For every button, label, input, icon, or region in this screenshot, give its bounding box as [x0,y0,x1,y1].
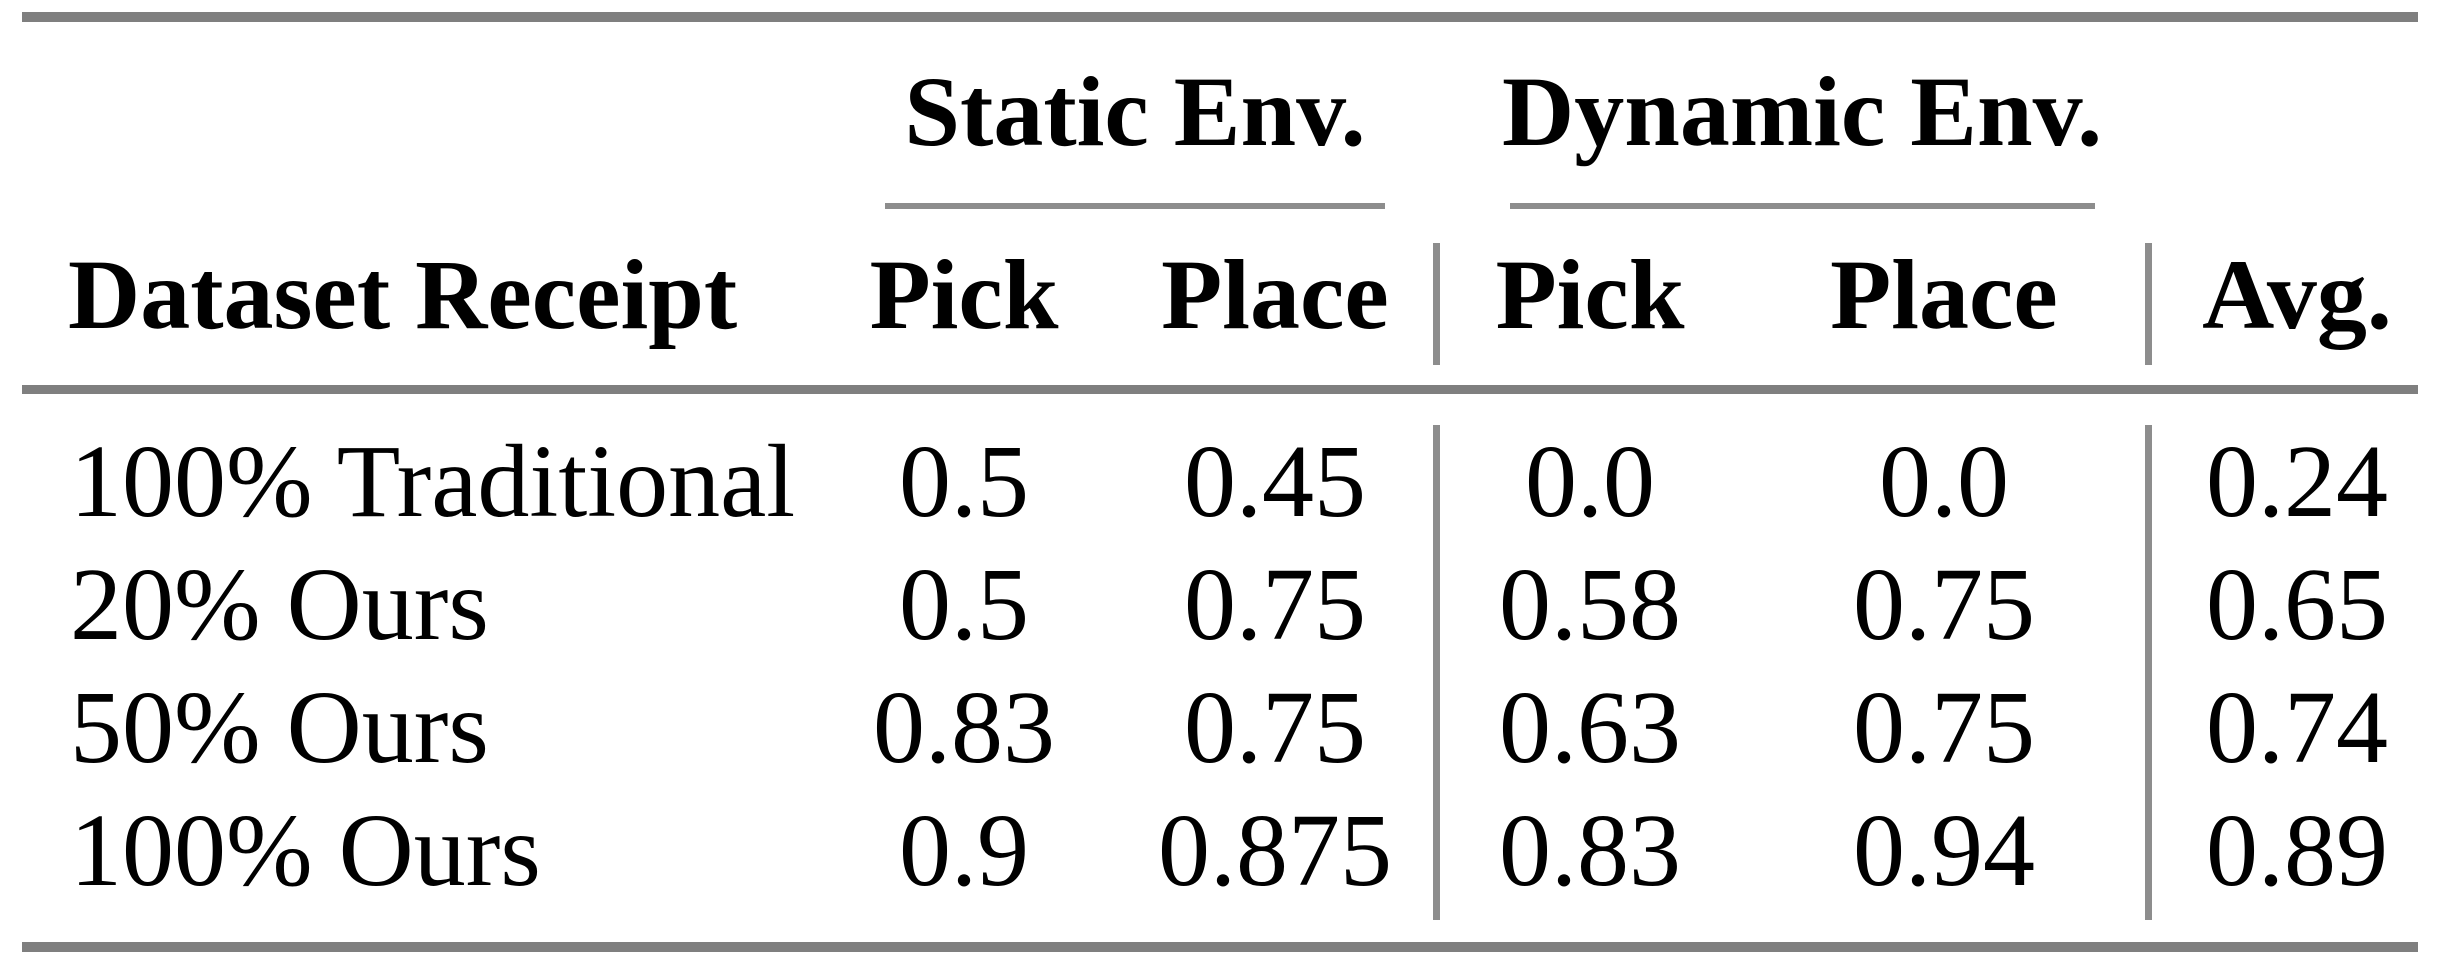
top-rule [22,12,2418,22]
cell-static-pick: 0.5 [899,547,1029,662]
dynamic-env-underline [1510,203,2095,209]
header-dataset-receipt: Dataset Receipt [68,239,738,350]
mid-rule [22,385,2418,394]
cell-avg: 0.24 [2206,424,2388,539]
body-vertical-separator-2 [2145,425,2152,920]
header-vertical-separator-2 [2145,243,2152,365]
cell-dynamic-pick: 0.83 [1499,793,1681,908]
header-static-place: Place [1161,239,1389,350]
cell-avg: 0.74 [2206,670,2388,785]
cell-dynamic-pick: 0.58 [1499,547,1681,662]
cell-static-pick: 0.83 [873,670,1055,785]
header-vertical-separator-1 [1433,243,1440,365]
cell-dynamic-place: 0.0 [1879,424,2009,539]
header-avg: Avg. [2202,239,2392,350]
cell-avg: 0.89 [2206,793,2388,908]
cell-static-place: 0.75 [1184,670,1366,785]
row-label: 20% Ours [70,547,489,662]
cell-static-place: 0.875 [1158,793,1392,908]
col-group-static-env: Static Env. [904,56,1366,167]
cell-static-place: 0.45 [1184,424,1366,539]
cell-dynamic-pick: 0.0 [1525,424,1655,539]
static-env-underline [885,203,1385,209]
bottom-rule [22,942,2418,952]
header-dynamic-pick: Pick [1495,239,1685,350]
row-label: 50% Ours [70,670,489,785]
cell-static-pick: 0.5 [899,424,1029,539]
cell-static-pick: 0.9 [899,793,1029,908]
cell-dynamic-place: 0.75 [1853,547,2035,662]
cell-dynamic-place: 0.94 [1853,793,2035,908]
header-static-pick: Pick [869,239,1059,350]
cell-dynamic-place: 0.75 [1853,670,2035,785]
cell-dynamic-pick: 0.63 [1499,670,1681,785]
col-group-dynamic-env: Dynamic Env. [1502,56,2103,167]
row-label: 100% Ours [70,793,541,908]
cell-static-place: 0.75 [1184,547,1366,662]
header-dynamic-place: Place [1830,239,2058,350]
row-label: 100% Traditional [70,424,796,539]
body-vertical-separator-1 [1433,425,1440,920]
cell-avg: 0.65 [2206,547,2388,662]
